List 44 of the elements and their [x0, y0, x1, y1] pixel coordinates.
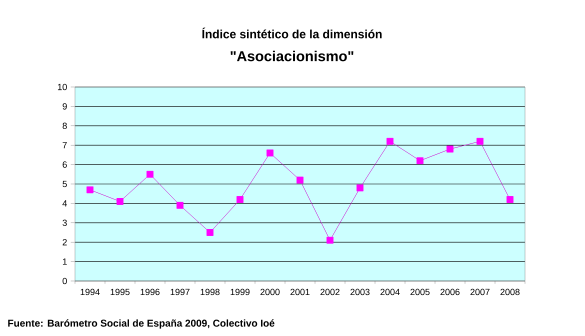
y-tick-label: 4 [62, 200, 67, 206]
y-tick-label: 7 [62, 142, 67, 148]
x-tick-label: 1997 [170, 288, 190, 296]
point [476, 138, 484, 145]
point [416, 157, 424, 164]
point [266, 150, 274, 156]
x-tick-label: 2003 [350, 288, 370, 296]
point [506, 196, 514, 203]
point [116, 198, 124, 205]
y-tick-label: 5 [62, 180, 67, 188]
point [236, 196, 244, 203]
x-tick-label: 2004 [380, 288, 400, 296]
x-tick-label: 2007 [470, 288, 490, 296]
x-tick-label: 1995 [110, 288, 130, 296]
y-tick-label: 2 [62, 239, 67, 246]
point [386, 138, 394, 145]
point [176, 202, 184, 209]
y-tick-label: 8 [62, 122, 67, 129]
x-tick-label: 1996 [140, 288, 160, 296]
y-tick-label: 0 [62, 278, 67, 284]
point [446, 146, 454, 153]
y-tick-label: 1 [62, 258, 67, 265]
x-tick-label: 2001 [290, 288, 310, 296]
x-tick-label: 1998 [200, 288, 220, 296]
point [146, 170, 154, 178]
point [296, 176, 304, 184]
y-tick-label: 9 [62, 103, 67, 110]
x-tick-label: 2005 [410, 288, 430, 296]
x-tick-label: 2006 [440, 288, 460, 296]
point [86, 186, 94, 194]
y-tick-label: 3 [62, 220, 67, 226]
point [356, 184, 364, 192]
x-tick-label: 1999 [230, 288, 250, 296]
chart-title: Índice sintético de la dimensión [202, 28, 382, 38]
x-tick-label: 2008 [500, 288, 520, 296]
y-tick-label: 6 [62, 161, 67, 168]
x-tick-label: 1994 [80, 288, 100, 296]
x-tick-label: 2002 [320, 288, 340, 296]
point [206, 229, 214, 236]
chart-subtitle: "Asociacionismo" [230, 50, 354, 62]
y-tick-label: 10 [58, 84, 67, 90]
x-tick-label: 2000 [260, 288, 280, 296]
source-note: Fuente: Barómetro Social de España 2009, Colectivo Ioé [8, 319, 274, 329]
point [326, 236, 334, 244]
